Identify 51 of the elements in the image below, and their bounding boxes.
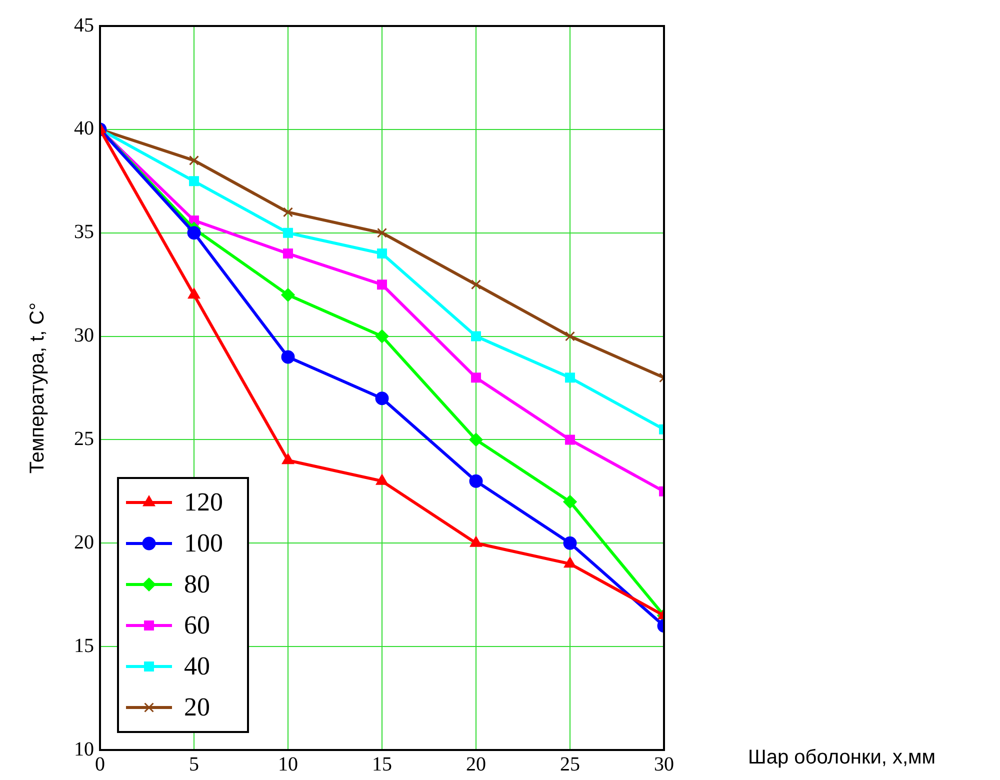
point xyxy=(187,226,201,240)
legend-label: 100 xyxy=(184,528,223,558)
y-tick-label: 15 xyxy=(74,634,94,657)
point xyxy=(375,330,389,344)
x-tick-label: 30 xyxy=(654,753,674,776)
x-tick-label: 5 xyxy=(189,753,199,776)
x-tick-label: 25 xyxy=(560,753,580,776)
point xyxy=(563,536,577,550)
point xyxy=(469,474,483,488)
y-tick-label: 20 xyxy=(74,531,94,554)
y-tick-label: 25 xyxy=(74,428,94,450)
legend-label: 60 xyxy=(184,610,210,640)
point xyxy=(471,280,481,290)
y-tick-label: 40 xyxy=(74,118,94,140)
point xyxy=(281,288,295,302)
x-tick-label: 20 xyxy=(466,753,486,776)
point xyxy=(188,288,200,299)
x-tick-label: 15 xyxy=(372,753,392,776)
point xyxy=(469,432,483,446)
point xyxy=(377,228,387,238)
point xyxy=(377,248,387,259)
y-tick-label: 30 xyxy=(74,324,94,347)
x-tick-label: 0 xyxy=(95,753,105,776)
point xyxy=(283,207,293,218)
point xyxy=(282,454,294,464)
y-axis-title: Температура, t, C° xyxy=(26,302,49,474)
legend-label: 80 xyxy=(184,569,210,598)
point xyxy=(283,228,293,238)
y-tick-label: 35 xyxy=(74,221,94,244)
point xyxy=(564,557,576,568)
point xyxy=(189,176,199,186)
point xyxy=(281,350,295,364)
y-tick-label: 10 xyxy=(74,738,94,760)
point xyxy=(375,392,389,406)
point xyxy=(565,434,575,445)
point xyxy=(471,331,481,342)
point xyxy=(376,474,388,485)
x-tick-label: 10 xyxy=(278,753,298,776)
point xyxy=(565,372,575,383)
point xyxy=(377,280,387,290)
point xyxy=(471,372,481,383)
point xyxy=(563,495,577,509)
point xyxy=(565,331,575,342)
x-axis-title: Шар оболонки, x,мм xyxy=(748,746,936,769)
point xyxy=(189,155,199,166)
legend-label: 120 xyxy=(184,487,223,516)
point xyxy=(470,536,482,547)
y-tick-label: 45 xyxy=(74,14,94,36)
legend-label: 40 xyxy=(184,651,210,680)
legend-label: 20 xyxy=(184,692,210,722)
point xyxy=(283,248,293,259)
